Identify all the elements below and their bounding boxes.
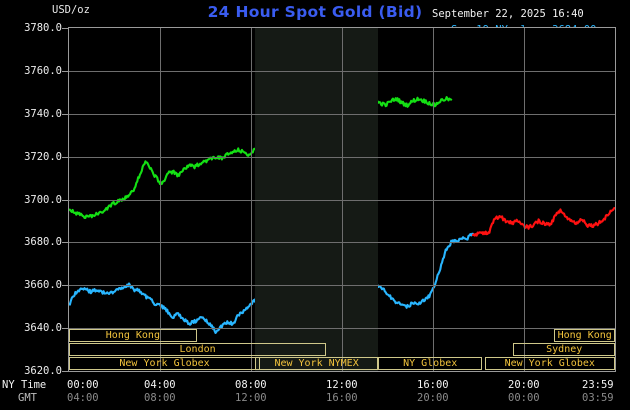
series-line xyxy=(471,207,615,237)
y-axis-tick xyxy=(62,200,68,201)
gridline-vertical xyxy=(524,28,525,371)
session-bar: New York NYMEX xyxy=(255,357,379,370)
y-axis-tick xyxy=(62,28,68,29)
y-axis-tick xyxy=(62,71,68,72)
session-bar: Hong Kong xyxy=(69,329,197,342)
gridline-vertical xyxy=(433,28,434,371)
x-axis-gmt-label: GMT xyxy=(18,392,37,404)
session-bar: London xyxy=(69,343,327,356)
y-axis-tick-label: 3680.0 xyxy=(24,236,62,249)
timestamp: September 22, 2025 16:40 xyxy=(432,8,584,20)
gridline-vertical xyxy=(160,28,161,371)
x-axis-tick-label-gmt: 12:00 xyxy=(235,392,267,404)
y-axis-tick-label: 3640.0 xyxy=(24,322,62,335)
session-bar: Hong Kong xyxy=(554,329,615,342)
y-axis-tick-label: 3720.0 xyxy=(24,150,62,163)
x-axis-tick-label-gmt: 04:00 xyxy=(67,392,99,404)
y-axis-tick-label: 3620.0 xyxy=(24,365,62,377)
x-axis-tick-label-ny: 12:00 xyxy=(326,379,358,391)
y-axis-tick-label: 3700.0 xyxy=(24,193,62,206)
x-axis-tick-label-gmt: 03:59 xyxy=(582,392,614,404)
chart-title: 24 Hour Spot Gold (Bid) xyxy=(207,3,423,21)
y-axis-tick-label: 3780.0 xyxy=(24,22,62,34)
x-axis-tick-label-ny: 04:00 xyxy=(144,379,176,391)
y-axis-tick xyxy=(62,242,68,243)
y-axis-tick xyxy=(62,371,68,372)
y-axis-tick xyxy=(62,157,68,158)
x-axis-tick-label-gmt: 20:00 xyxy=(417,392,449,404)
session-bar: New York Globex xyxy=(484,357,615,370)
x-axis-ny-time-label: NY Time xyxy=(2,379,47,391)
session-bar: Sydney xyxy=(513,343,615,356)
nymex-shaded-region xyxy=(255,28,379,371)
gridline-vertical xyxy=(342,28,343,371)
y-axis-tick-label: 3740.0 xyxy=(24,107,62,120)
x-axis-tick-label-ny: 00:00 xyxy=(67,379,99,391)
x-axis-tick-label-ny: 08:00 xyxy=(235,379,267,391)
y-axis-tick xyxy=(62,328,68,329)
y-axis-tick xyxy=(62,114,68,115)
x-axis-tick-label-gmt: 00:00 xyxy=(508,392,540,404)
session-bar: NY Globex xyxy=(378,357,483,370)
y-axis-unit-label: USD/oz xyxy=(52,4,90,16)
y-axis-tick-label: 3660.0 xyxy=(24,279,62,292)
session-bar: New York Globex xyxy=(69,357,261,370)
y-axis-tick xyxy=(62,285,68,286)
gridline-vertical xyxy=(251,28,252,371)
x-axis-tick-label-ny: 20:00 xyxy=(508,379,540,391)
y-axis-tick-label: 3760.0 xyxy=(24,64,62,77)
x-axis-tick-label-gmt: 16:00 xyxy=(326,392,358,404)
x-axis-tick-label-gmt: 08:00 xyxy=(144,392,176,404)
x-axis-tick-label-ny: 16:00 xyxy=(417,379,449,391)
x-axis-tick-label-ny: 23:59 xyxy=(582,379,614,391)
plot-area xyxy=(68,27,616,372)
